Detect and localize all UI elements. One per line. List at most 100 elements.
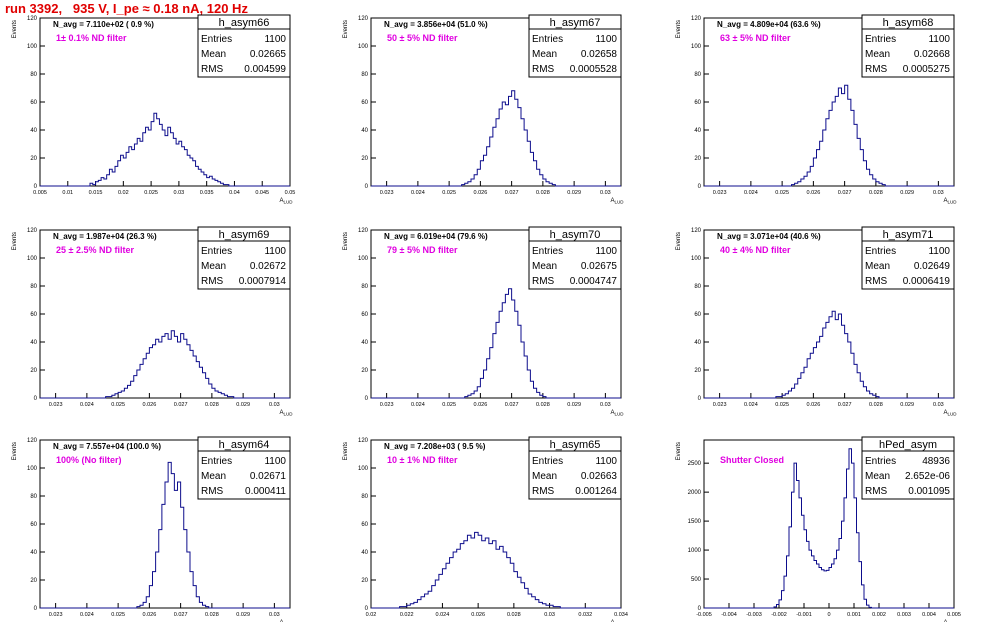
- x-tick-label: 0.02: [118, 190, 129, 196]
- navg-label: N_avg = 7.208e+03 ( 9.5 %): [384, 442, 486, 451]
- x-tick-label: 0.004: [922, 612, 936, 618]
- x-tick-label: -0.003: [746, 612, 762, 618]
- stats-key: RMS: [532, 64, 555, 75]
- histogram-line: [704, 448, 954, 609]
- stats-key: RMS: [532, 486, 555, 497]
- x-tick-label: 0.03: [544, 612, 555, 618]
- y-tick-label: 120: [27, 16, 38, 22]
- y-tick-label: 0: [34, 184, 38, 190]
- stats-key: Mean: [201, 49, 226, 60]
- histogram-panel-hPed_asym: 0 500 1000 1500 2000 2500 -0.005 -0.004 -0.003 -0…: [676, 436, 961, 622]
- x-tick-label: 0.029: [900, 402, 914, 408]
- stats-value: 0.02671: [250, 471, 287, 482]
- x-tick-label: 0.022: [400, 612, 414, 618]
- stats-value: 0.0004747: [570, 276, 618, 287]
- x-tick-label: 0.027: [174, 402, 188, 408]
- x-tick-label: 0.024: [411, 190, 425, 196]
- x-tick-label: 0.026: [471, 612, 485, 618]
- y-tick-label: 60: [30, 100, 37, 106]
- y-tick-label: 500: [691, 577, 702, 583]
- y-tick-label: 20: [30, 368, 37, 374]
- y-tick-label: 40: [694, 340, 701, 346]
- y-axis-label: Events: [12, 232, 18, 250]
- x-tick-label: 0.023: [713, 190, 727, 196]
- x-tick-label: 0.029: [236, 612, 250, 618]
- y-axis-label: Events: [676, 232, 682, 250]
- navg-label: N_avg = 7.110e+02 ( 0.9 %): [53, 20, 154, 29]
- x-tick-label: 0.025: [442, 402, 456, 408]
- x-tick-label: 0.028: [205, 402, 219, 408]
- stats-key: Entries: [532, 246, 563, 257]
- x-axis-label: ALUD: [943, 410, 957, 417]
- x-tick-label: 0.03: [269, 402, 280, 408]
- y-tick-label: 0: [365, 606, 369, 612]
- run-title: run 3392, 935 V, I_pe ≈ 0.18 nA, 120 Hz: [5, 1, 248, 16]
- annotation-note: 50 ± 5% ND filter: [387, 33, 458, 43]
- histogram-panel-h_asym69: 0 20 40 60 80 100 120 0.023 0.024 0.025 0.026 0.027…: [12, 226, 293, 417]
- x-tick-label: 0.028: [536, 402, 550, 408]
- navg-label: N_avg = 4.809e+04 (63.6 %): [717, 20, 821, 29]
- y-tick-label: 40: [30, 550, 37, 556]
- histogram-line: [371, 531, 621, 609]
- annotation-note: 1± 0.1% ND filter: [56, 33, 127, 43]
- stats-value: 1100: [264, 456, 286, 467]
- histogram-line: [704, 84, 954, 187]
- x-tick-label: 0.023: [49, 402, 63, 408]
- stats-box: [528, 226, 622, 290]
- stats-value: 48936: [922, 456, 950, 467]
- x-tick-label: 0.001: [847, 612, 861, 618]
- x-tick-label: 0.023: [49, 612, 63, 618]
- x-tick-label: 0.03: [933, 190, 944, 196]
- annotation-note: 63 ± 5% ND filter: [720, 33, 791, 43]
- stats-value: 1100: [928, 34, 950, 45]
- y-tick-label: 40: [30, 340, 37, 346]
- y-tick-label: 20: [361, 578, 368, 584]
- annotation-note: Shutter Closed: [720, 455, 784, 465]
- x-tick-label: 0.026: [806, 402, 820, 408]
- y-tick-label: 80: [30, 72, 37, 78]
- annotation-note: 100% (No filter): [56, 455, 122, 465]
- x-tick-label: 0.026: [142, 402, 156, 408]
- x-tick-label: 0.025: [111, 612, 125, 618]
- y-tick-label: 2500: [688, 461, 702, 467]
- y-tick-label: 40: [361, 128, 368, 134]
- y-tick-label: 1000: [688, 548, 702, 554]
- stats-value: 1100: [264, 246, 286, 257]
- y-tick-label: 120: [691, 16, 702, 22]
- stats-value: 0.02665: [250, 49, 287, 60]
- annotation-note: 25 ± 2.5% ND filter: [56, 245, 134, 255]
- x-tick-label: 0.029: [567, 190, 581, 196]
- stats-value: 1100: [595, 246, 617, 257]
- y-tick-label: 20: [30, 578, 37, 584]
- x-tick-label: 0.03: [600, 190, 611, 196]
- x-tick-label: 0.035: [200, 190, 214, 196]
- y-tick-label: 1500: [688, 519, 702, 525]
- x-tick-label: 0.023: [380, 190, 394, 196]
- stats-box: [528, 14, 622, 78]
- x-tick-label: 0: [827, 612, 830, 618]
- x-tick-label: 0.034: [614, 612, 628, 618]
- stats-key: Mean: [201, 261, 226, 272]
- x-tick-label: 0.025: [442, 190, 456, 196]
- stats-key: RMS: [532, 276, 555, 287]
- y-tick-label: 80: [30, 284, 37, 290]
- histogram-line: [704, 310, 954, 399]
- y-axis-label: Events: [12, 20, 18, 38]
- y-tick-label: 60: [694, 100, 701, 106]
- stats-key: Entries: [201, 246, 232, 257]
- stats-value: 0.02658: [581, 49, 618, 60]
- annotation-note: 79 ± 5% ND filter: [387, 245, 458, 255]
- x-tick-label: 0.025: [775, 190, 789, 196]
- stats-key: Entries: [865, 456, 896, 467]
- stats-value: 0.0006419: [903, 276, 951, 287]
- y-tick-label: 100: [691, 256, 702, 262]
- y-tick-label: 100: [27, 256, 38, 262]
- histogram-line: [40, 461, 290, 609]
- x-tick-label: 0.05: [285, 190, 296, 196]
- histogram-panel-h_asym66: 0 20 40 60 80 100 120 0.005 0.01 0.015 0.02 0.025 0.…: [12, 14, 296, 205]
- y-tick-label: 120: [358, 16, 369, 22]
- stats-key: RMS: [865, 64, 888, 75]
- stats-value: 0.02649: [914, 261, 951, 272]
- y-tick-label: 0: [34, 396, 38, 402]
- stats-box: [861, 226, 955, 290]
